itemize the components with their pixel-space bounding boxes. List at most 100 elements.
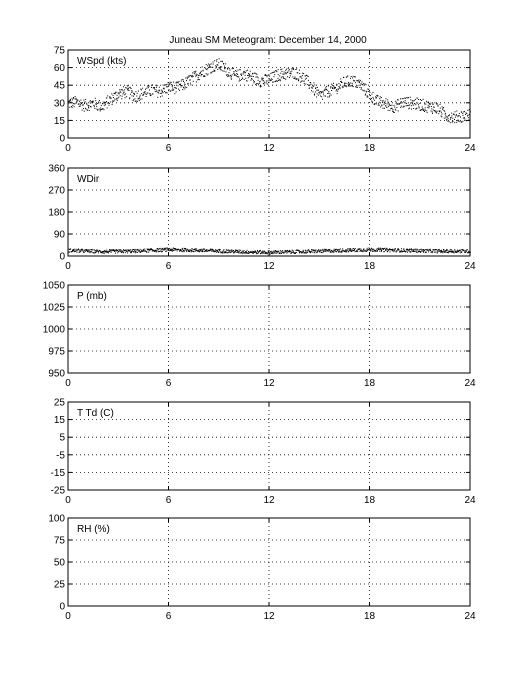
data-point — [156, 91, 158, 92]
data-point — [78, 248, 79, 250]
data-point — [413, 248, 415, 250]
data-point — [177, 82, 179, 84]
data-point — [442, 108, 444, 110]
data-point — [156, 85, 158, 87]
data-point — [188, 75, 190, 77]
data-point — [178, 80, 180, 82]
data-point — [259, 250, 261, 252]
data-point — [437, 249, 439, 251]
data-point — [231, 74, 233, 76]
data-point — [314, 250, 316, 252]
data-point — [260, 253, 262, 255]
data-point — [192, 251, 194, 253]
data-point — [327, 249, 329, 250]
data-point — [237, 69, 239, 71]
data-point — [129, 250, 131, 252]
data-point — [219, 249, 221, 250]
data-point — [449, 118, 451, 120]
data-point — [80, 250, 82, 251]
data-point — [367, 91, 369, 92]
data-point — [91, 251, 93, 253]
data-point — [200, 249, 202, 251]
data-point — [173, 81, 175, 83]
data-point — [175, 91, 177, 93]
data-point — [233, 250, 234, 251]
data-point — [279, 78, 281, 80]
data-point — [114, 249, 115, 251]
data-point — [277, 251, 279, 253]
data-point — [443, 117, 445, 119]
data-point — [96, 106, 98, 108]
data-point — [431, 251, 433, 253]
data-point — [142, 248, 144, 250]
data-point — [397, 99, 398, 101]
data-point — [462, 250, 464, 252]
data-point — [124, 97, 126, 99]
data-point — [181, 85, 183, 87]
data-point — [428, 251, 430, 253]
data-point — [406, 104, 408, 106]
data-point — [218, 249, 220, 251]
data-point — [366, 249, 368, 251]
data-point — [399, 102, 401, 104]
data-point — [286, 68, 288, 70]
y-tick-label: 1025 — [43, 303, 66, 314]
data-point — [277, 77, 279, 79]
data-point — [441, 106, 443, 108]
data-point — [324, 250, 326, 252]
data-point — [202, 250, 204, 252]
data-point — [341, 251, 343, 253]
data-point — [99, 250, 101, 252]
data-point — [224, 68, 225, 70]
data-point — [463, 117, 465, 119]
data-point — [303, 251, 304, 253]
data-point — [397, 248, 399, 250]
data-point — [190, 251, 192, 253]
data-point — [127, 89, 129, 91]
data-point — [181, 248, 183, 250]
data-point — [184, 249, 186, 251]
data-point — [139, 94, 141, 96]
data-point — [365, 250, 367, 252]
data-point — [425, 251, 427, 253]
data-point — [461, 121, 463, 123]
data-point — [190, 249, 192, 251]
data-point — [392, 110, 394, 112]
data-point — [124, 89, 126, 91]
data-point — [311, 90, 312, 92]
data-point — [275, 80, 277, 82]
data-point — [344, 85, 346, 87]
data-point — [104, 101, 106, 103]
data-point — [334, 250, 336, 252]
data-point — [429, 249, 431, 251]
data-point — [400, 101, 402, 103]
data-point — [145, 88, 146, 90]
data-point — [264, 252, 266, 254]
data-point — [153, 87, 155, 89]
data-point — [130, 252, 132, 254]
data-point — [439, 110, 441, 112]
data-point — [124, 250, 125, 251]
data-point — [89, 251, 91, 253]
data-point — [356, 80, 358, 82]
data-point — [134, 93, 135, 95]
data-point — [82, 249, 84, 251]
data-point — [371, 100, 373, 102]
data-point — [366, 91, 367, 93]
data-point — [141, 89, 142, 91]
data-point — [264, 74, 266, 76]
data-point — [224, 252, 226, 254]
data-point — [299, 252, 301, 253]
data-point — [170, 249, 171, 251]
data-point — [196, 81, 197, 83]
data-point — [367, 249, 368, 251]
data-point — [446, 119, 448, 120]
data-point — [378, 247, 380, 249]
data-point — [400, 98, 401, 100]
data-point — [223, 250, 224, 252]
data-point — [230, 251, 232, 253]
data-point — [82, 250, 84, 252]
data-point — [237, 76, 239, 78]
data-point — [231, 75, 232, 77]
